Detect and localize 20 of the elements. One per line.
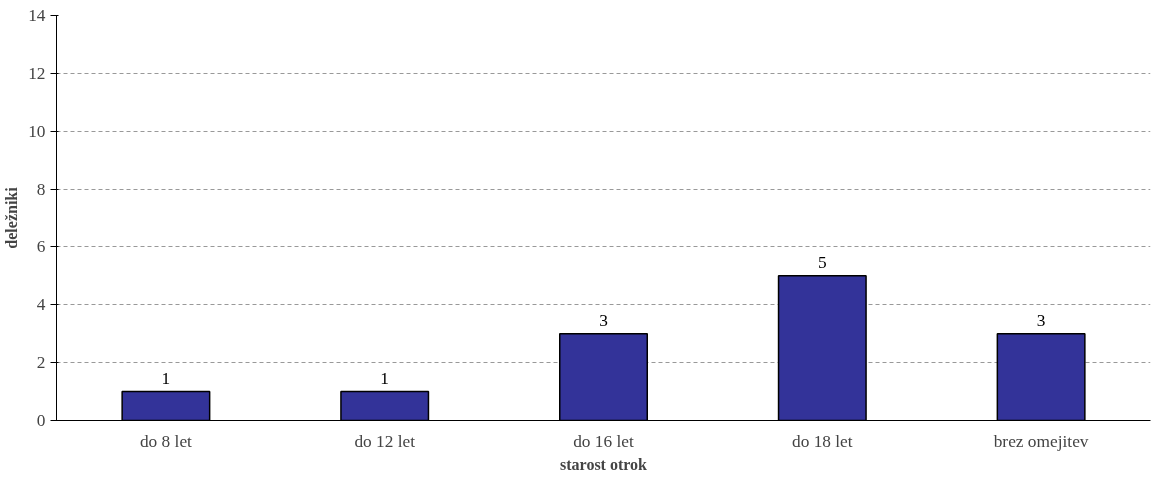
data-label: 1	[161, 368, 171, 388]
x-tick-label: do 16 let	[573, 431, 635, 451]
y-tick-label: 0	[36, 411, 46, 430]
y-tick-label: 10	[28, 121, 46, 141]
y-axis-title: deležniki	[3, 186, 21, 249]
y-tick-label: 4	[36, 295, 46, 315]
y-tick-label: 6	[36, 237, 46, 257]
x-tick-label: brez omejitev	[993, 431, 1089, 451]
x-axis-title: starost otrok	[560, 455, 648, 473]
y-tick-label: 12	[28, 63, 46, 83]
y-tick-label: 2	[36, 353, 46, 373]
data-label: 3	[599, 310, 608, 330]
data-label: 5	[817, 252, 827, 272]
x-tick-label: do 18 let	[791, 431, 853, 451]
data-label: 1	[380, 368, 390, 388]
y-tick-label: 8	[36, 179, 46, 199]
data-label: 3	[1036, 310, 1046, 330]
y-tick-label: 14	[28, 6, 46, 25]
x-tick-label: do 8 let	[139, 431, 193, 451]
x-tick-label: do 12 let	[354, 431, 416, 451]
